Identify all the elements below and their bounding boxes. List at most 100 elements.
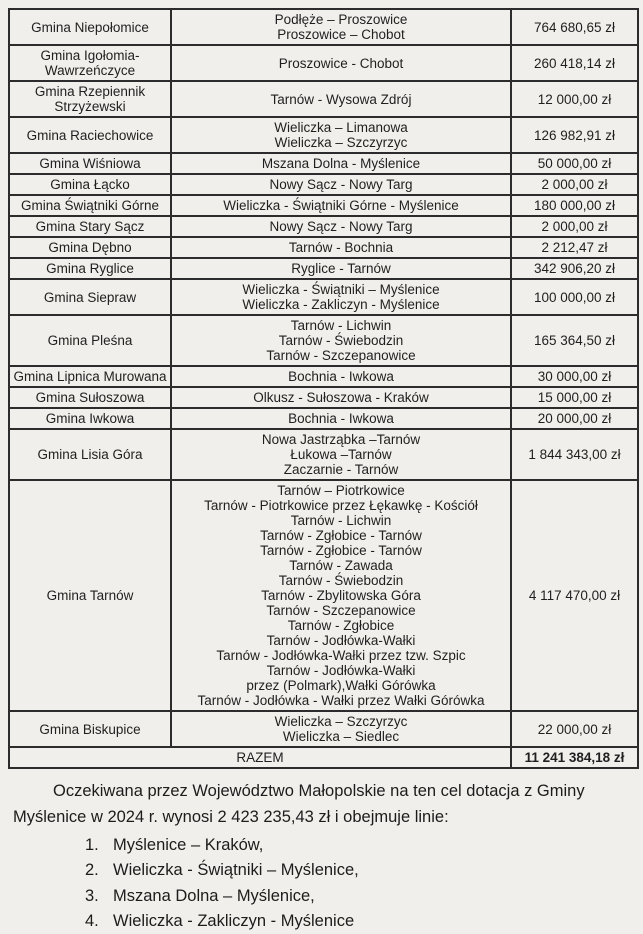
amount-cell: 100 000,00 zł (510, 278, 639, 316)
route-line: Wieliczka - Świątniki Górne - Myślenice (223, 198, 459, 213)
table-row: Gmina Łącko Nowy Sącz - Nowy Targ 2 000,… (8, 173, 639, 196)
amount-cell: 4 117 470,00 zł (510, 479, 639, 712)
amount-cell: 50 000,00 zł (510, 152, 639, 175)
route-line: Proszowice - Chobot (278, 55, 404, 71)
route-line: Tarnów - Zbylitowska Góra (261, 588, 421, 603)
table-row: Gmina Wiśniowa Mszana Dolna - Myślenice … (8, 152, 639, 175)
route-line: Nowa Jastrząbka –Tarnów (261, 432, 421, 447)
routes-cell: Tarnów – Piotrkowice Tarnów - Piotrkowice… (170, 479, 512, 712)
route-line: Bochnia - Iwkowa (288, 369, 394, 384)
gmina-cell: Gmina Iwkowa (8, 407, 172, 430)
amount-cell: 12 000,00 zł (510, 80, 639, 118)
amount-cell: 342 906,20 zł (510, 257, 639, 280)
gmina-cell: Gmina Tarnów (8, 479, 172, 712)
table-row: Gmina Dębno Tarnów - Bochnia 2 212,47 zł (8, 236, 639, 259)
table-row: Gmina Tarnów Tarnów – Piotrkowice Tarnów … (8, 479, 639, 712)
gmina-cell: Gmina Ryglice (8, 257, 172, 280)
gmina-cell: Gmina Wiśniowa (8, 152, 172, 175)
list-item-text: Wieliczka - Świątniki – Myślenice, (113, 861, 359, 880)
table-row: Gmina Siepraw Wieliczka - Świątniki – My… (8, 278, 639, 316)
route-line: Tarnów - Jodłówka-Wałki (266, 633, 416, 648)
routes-cell: Wieliczka - Świątniki – Myślenice Wielicz… (170, 278, 512, 316)
route-line: Tarnów - Jodłówka-Wałki (266, 663, 416, 678)
gmina-cell: Gmina Raciechowice (8, 116, 172, 154)
list-item-number: 3. (85, 886, 99, 905)
gmina-cell: Gmina Świątniki Górne (8, 194, 172, 217)
route-line: Podłęże – Proszowice (274, 12, 408, 27)
table-row: Gmina Rzepiennik Strzyżewski Tarnów - Wy… (8, 80, 639, 118)
routes-cell: Wieliczka - Świątniki Górne - Myślenice (170, 194, 512, 217)
amount-cell: 1 844 343,00 zł (510, 428, 639, 481)
routes-cell: Proszowice - Chobot (170, 44, 512, 82)
route-line: Wieliczka - Świątniki – Myślenice (242, 282, 440, 297)
table-row: Gmina Lisia Góra Nowa Jastrząbka –Tarnów… (8, 428, 639, 481)
routes-cell: Ryglice - Tarnów (170, 257, 512, 280)
routes-cell: Podłęże – Proszowice Proszowice – Chobot (170, 8, 512, 46)
list-item-text: Myślenice – Kraków, (113, 836, 264, 854)
table-row: Gmina Iwkowa Bochnia - Iwkowa 20 000,00 … (8, 407, 639, 430)
gmina-cell: Gmina Lipnica Murowana (8, 365, 172, 388)
routes-cell: Bochnia - Iwkowa (170, 407, 512, 430)
routes-cell: Wieliczka – Limanowa Wieliczka – Szczyrzy… (170, 116, 512, 154)
route-line: Wieliczka – Szczyrzyc (274, 714, 408, 729)
line-list-item: 1. Myślenice – Kraków, (85, 833, 359, 858)
grants-table: Gmina Niepołomice Podłęże – Proszowice Pr… (8, 8, 639, 769)
gmina-cell: Gmina Siepraw (8, 278, 172, 316)
route-line: Tarnów - Zgłobice - Tarnów (260, 543, 422, 558)
routes-cell: Olkusz - Sułoszowa - Kraków (170, 386, 512, 409)
table-row: Gmina Raciechowice Wieliczka – Limanowa W… (8, 116, 639, 154)
route-line: Tarnów - Zgłobice - Tarnów (260, 528, 422, 543)
table-row: Gmina Ryglice Ryglice - Tarnów 342 906,2… (8, 257, 639, 280)
route-line: Tarnów - Jodłówka - Wałki przez Wałki Gó… (197, 693, 485, 708)
table-row: Gmina Pleśna Tarnów - Lichwin Tarnów - Św… (8, 314, 639, 367)
dotation-paragraph: Oczekiwana przez Województwo Małopolskie… (13, 782, 585, 826)
list-item-number: 1. (85, 836, 99, 854)
route-line: przez (Polmark),Wałki Górówka (246, 678, 436, 693)
amount-cell: 2 000,00 zł (510, 215, 639, 238)
total-label-cell: RAZEM (8, 746, 512, 769)
amount-cell: 2 212,47 zł (510, 236, 639, 259)
gmina-cell: Gmina Pleśna (8, 314, 172, 367)
gmina-cell: Gmina Dębno (8, 236, 172, 259)
route-line: Ryglice - Tarnów (291, 261, 391, 276)
route-line: Tarnów - Świebodzin (278, 573, 404, 588)
amount-cell: 764 680,65 zł (510, 8, 639, 46)
routes-cell: Tarnów - Lichwin Tarnów - Świebodzin Tarnó… (170, 314, 512, 367)
route-line: Tarnów - Lichwin (290, 318, 392, 333)
route-line: Tarnów - Szczepanowice (266, 348, 416, 363)
line-list-item: 2. Wieliczka - Świątniki – Myślenice, (85, 858, 359, 883)
routes-cell: Nowy Sącz - Nowy Targ (170, 215, 512, 238)
amount-cell: 2 000,00 zł (510, 173, 639, 196)
amount-cell: 30 000,00 zł (510, 365, 639, 388)
amount-cell: 15 000,00 zł (510, 386, 639, 409)
total-row: RAZEM 11 241 384,18 zł (8, 746, 639, 769)
route-line: Bochnia - Iwkowa (288, 411, 394, 426)
amount-cell: 126 982,91 zł (510, 116, 639, 154)
gmina-cell: Gmina Lisia Góra (8, 428, 172, 481)
routes-cell: Nowa Jastrząbka –Tarnów Łukowa –Tarnów Zac… (170, 428, 512, 481)
route-line: Tarnów - Lichwin (290, 513, 392, 528)
list-item-text: Wieliczka - Zakliczyn - Myślenice (113, 911, 355, 930)
route-line: Olkusz - Sułoszowa - Kraków (253, 390, 429, 405)
route-line: Wieliczka - Zakliczyn - Myślenice (242, 297, 440, 312)
routes-cell: Nowy Sącz - Nowy Targ (170, 173, 512, 196)
line-list-item: 3. Mszana Dolna – Myślenice, (85, 884, 359, 909)
route-line: Tarnów - Zgłobice (287, 618, 395, 633)
list-item-number: 4. (85, 911, 99, 930)
route-line: Łukowa –Tarnów (290, 447, 392, 462)
gmina-cell: Gmina Sułoszowa (8, 386, 172, 409)
route-line: Mszana Dolna - Myślenice (261, 156, 421, 171)
table-row: Gmina Niepołomice Podłęże – Proszowice Pr… (8, 8, 639, 46)
routes-cell: Mszana Dolna - Myślenice (170, 152, 512, 175)
route-line: Nowy Sącz - Nowy Targ (269, 219, 413, 234)
route-line: Wieliczka – Limanowa (274, 120, 408, 135)
line-list-item: 4. Wieliczka - Zakliczyn - Myślenice (85, 909, 359, 934)
routes-cell: Tarnów - Wysowa Zdrój (170, 80, 512, 118)
gmina-cell: Gmina Niepołomice (8, 8, 172, 46)
routes-cell: Wieliczka – Szczyrzyc Wieliczka – Siedlec (170, 710, 512, 748)
table-row: Gmina Lipnica Murowana Bochnia - Iwkowa … (8, 365, 639, 388)
gmina-cell: Gmina Igołomia-Wawrzeńczyce (8, 44, 172, 82)
route-line: Wieliczka – Siedlec (282, 729, 400, 744)
gmina-cell: Gmina Biskupice (8, 710, 172, 748)
